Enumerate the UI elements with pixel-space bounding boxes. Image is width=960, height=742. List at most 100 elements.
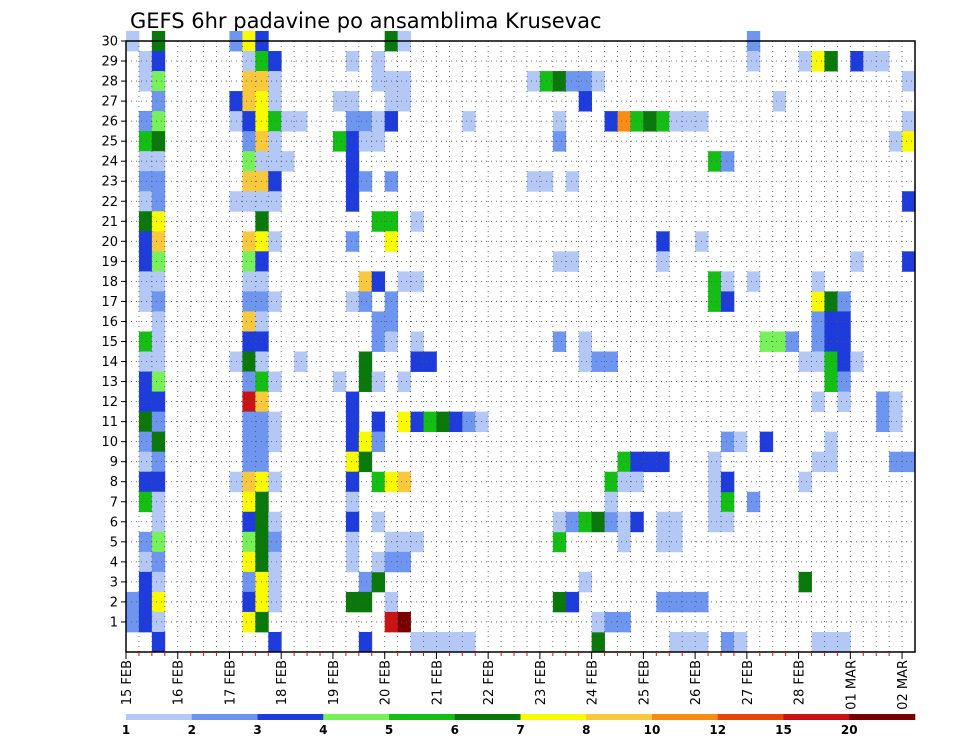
heatmap-cell [578, 511, 593, 533]
heatmap-cell [268, 411, 282, 433]
heatmap-cell [268, 551, 282, 573]
heatmap-cell [720, 271, 735, 292]
x-tick-label: 22 FEB [482, 660, 497, 705]
heatmap-cell [708, 151, 722, 172]
heatmap-cell [268, 171, 282, 192]
heatmap-cell [345, 511, 360, 533]
heatmap-cell [242, 451, 256, 473]
heatmap-cell [578, 351, 593, 372]
heatmap-cell [242, 411, 256, 433]
y-tick-label: 28 [101, 75, 118, 90]
heatmap-cell [371, 311, 386, 332]
heatmap-cell [151, 391, 166, 412]
heatmap-cell [656, 511, 670, 533]
heatmap-cell [630, 111, 644, 132]
heatmap-cell [565, 71, 580, 92]
heatmap-cell [242, 471, 256, 493]
heatmap-cell [565, 251, 580, 272]
heatmap-cell [733, 631, 748, 653]
heatmap-cell [708, 291, 722, 312]
heatmap-cell [345, 431, 360, 453]
heatmap-cell [397, 471, 411, 493]
colorbar-swatch [849, 714, 916, 720]
x-tick-label: 21 FEB [430, 660, 445, 705]
heatmap-cell [138, 371, 153, 392]
heatmap-cell [138, 131, 153, 152]
heatmap-cell [669, 511, 683, 533]
heatmap-cell [138, 411, 153, 433]
heatmap-cell [345, 291, 360, 312]
heatmap-cell [371, 331, 386, 352]
heatmap-cell [591, 71, 605, 92]
heatmap-cell [798, 351, 812, 372]
heatmap-cell [268, 91, 282, 112]
x-tick-label: 23 FEB [534, 660, 549, 705]
y-tick-label: 26 [101, 115, 118, 130]
heatmap-cell [151, 151, 166, 172]
heatmap-cell [332, 371, 347, 392]
heatmap-cell [902, 71, 916, 92]
colorbar-label: 12 [709, 723, 726, 737]
heatmap-cell [255, 71, 269, 92]
heatmap-cell [837, 351, 851, 372]
heatmap-cell [617, 511, 631, 533]
heatmap-cell [255, 551, 269, 573]
heatmap-cell [242, 111, 256, 132]
heatmap-cell [138, 571, 153, 593]
heatmap-cell [656, 111, 670, 132]
heatmap-cell [746, 51, 761, 72]
heatmap-cell [630, 471, 644, 493]
heatmap-cell [151, 371, 166, 392]
heatmap-cell [255, 571, 269, 593]
heatmap-cell [138, 51, 153, 72]
y-tick-label: 23 [101, 175, 118, 190]
heatmap-cell [255, 171, 269, 192]
heatmap-cell [281, 111, 295, 132]
heatmap-cell [772, 91, 787, 112]
heatmap-cell [345, 191, 360, 212]
x-tick-label: 16 FEB [172, 660, 187, 705]
heatmap-cell [345, 91, 360, 112]
heatmap-cell [242, 191, 256, 212]
heatmap-cell [785, 331, 799, 352]
heatmap-cell [552, 511, 567, 533]
heatmap-cell [720, 491, 735, 513]
heatmap-cell [837, 371, 851, 392]
heatmap-cell [151, 111, 166, 132]
heatmap-cell [151, 71, 166, 92]
heatmap-cell [695, 631, 709, 653]
heatmap-cell [138, 211, 153, 232]
y-tick-label: 7 [110, 495, 118, 510]
colorbar-swatch [652, 714, 719, 720]
heatmap-cell [371, 431, 386, 453]
x-tick-label: 28 FEB [793, 660, 808, 705]
heatmap-cell [242, 231, 256, 252]
heatmap-cell [837, 631, 851, 653]
heatmap-cell [876, 411, 890, 433]
heatmap-cell [242, 51, 256, 72]
heatmap-cell [889, 411, 903, 433]
heatmap-cell [255, 471, 269, 493]
heatmap-cell [656, 251, 670, 272]
heatmap-cell [255, 311, 269, 332]
y-tick-label: 30 [101, 35, 118, 50]
heatmap-cell [617, 611, 631, 633]
heatmap-cell [294, 351, 308, 372]
heatmap-cell [345, 451, 360, 473]
heatmap-cell [138, 551, 153, 573]
y-tick-label: 5 [110, 535, 118, 550]
x-tick-label: 01 MAR [844, 660, 859, 710]
heatmap-cell [617, 111, 631, 132]
y-tick-label: 16 [101, 315, 118, 330]
heatmap-cell [397, 551, 411, 573]
heatmap-cell [242, 591, 256, 613]
heatmap-cell [526, 171, 541, 192]
heatmap-cell [410, 531, 424, 553]
heatmap-cell [811, 311, 825, 332]
heatmap-cell [268, 191, 282, 212]
heatmap-cell [268, 511, 282, 533]
y-tick-label: 19 [101, 255, 118, 270]
heatmap-cell [255, 211, 269, 232]
chart-title: GEFS 6hr padavine po ansamblima Krusevac [130, 9, 602, 33]
